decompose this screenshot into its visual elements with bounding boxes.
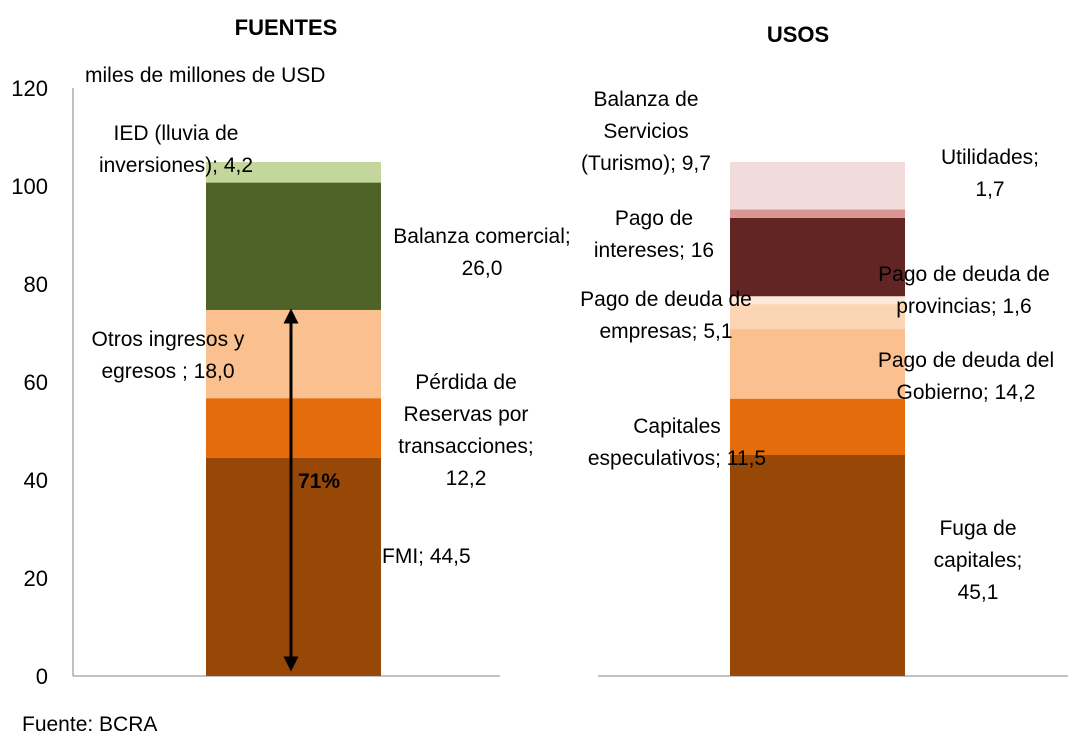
segment-labels: FMI; 44,5 Pérdida de Reservas por transacci… <box>92 88 1055 604</box>
segment-label-line: Pago de deuda de <box>878 263 1050 286</box>
segment-label-line: 26,0 <box>462 257 503 280</box>
bar-segment-p-rdida-de-reservas-por-transacciones <box>206 398 381 458</box>
segment-label-line: Pago de deuda del <box>878 349 1054 372</box>
segment-label-line: Pérdida de <box>415 371 517 394</box>
y-tick-label: 120 <box>11 76 48 101</box>
usos-title: USOS <box>767 22 829 47</box>
segment-label-line: inversiones); 4,2 <box>99 154 253 177</box>
segment-label-line: Gobierno; 14,2 <box>897 381 1036 404</box>
segment-label-line: Pago de <box>615 207 693 230</box>
segment-label-line: Utilidades; <box>941 146 1039 169</box>
bar-segment-balanza-comercial <box>206 182 381 310</box>
y-tick-label: 80 <box>24 272 48 297</box>
segment-label-line: empresas; 5,1 <box>599 320 732 343</box>
y-axis-unit-label: miles de millones de USD <box>85 64 325 87</box>
y-tick-label: 0 <box>36 664 48 689</box>
y-tick-label: 40 <box>24 468 48 493</box>
segment-label-line: Otros ingresos y <box>92 328 245 351</box>
bar-segment-ied-lluvia-de-inversiones <box>206 161 381 183</box>
segment-label-line: (Turismo); 9,7 <box>581 152 711 175</box>
segment-label-line: Balanza de <box>593 88 698 111</box>
bar-segment-otros-ingresos-y-egresos <box>206 309 381 399</box>
usos-stacked-bar <box>730 161 905 676</box>
bar-segment-pago-de-deuda-de-empresas <box>730 304 905 330</box>
segment-label-line: provincias; 1,6 <box>896 295 1031 318</box>
segment-label-line: Pago de deuda de <box>580 288 752 311</box>
segment-label-line: IED (lluvia de <box>114 122 239 145</box>
bar-segment-balanza-de-servicios-turismo <box>730 161 905 210</box>
y-tick-label: 20 <box>24 566 48 591</box>
segment-label-line: Fuga de <box>939 517 1016 540</box>
bar-segment-utilidades <box>730 209 905 218</box>
segment-label-line: egresos ; 18,0 <box>101 360 234 383</box>
segment-label-line: Capitales <box>633 415 721 438</box>
fuentes-title: FUENTES <box>235 15 338 40</box>
bar-segment-fuga-de-capitales <box>730 455 905 676</box>
bar-segment-capitales-especulativos <box>730 398 905 456</box>
y-tick-label: 100 <box>11 174 48 199</box>
segment-label-line: 12,2 <box>446 467 487 490</box>
bar-segment-fmi <box>206 457 381 676</box>
segment-label-line: Balanza comercial; <box>393 225 570 248</box>
source-note: Fuente: BCRA <box>22 713 157 736</box>
bar-segment-pago-de-intereses <box>730 217 905 297</box>
segment-label-line: transacciones; <box>398 435 533 458</box>
fuentes-stacked-bar <box>206 161 381 676</box>
segment-label-line: 45,1 <box>958 581 999 604</box>
segment-label-line: capitales; <box>934 549 1023 572</box>
segment-label-line: intereses; 16 <box>594 239 714 262</box>
y-tick-label: 60 <box>24 370 48 395</box>
bar-segment-pago-de-deuda-del-gobierno <box>730 329 905 399</box>
bar-segment-pago-de-deuda-de-provincias <box>730 296 905 305</box>
share-annotation: 71% <box>298 470 340 493</box>
segment-label-line: FMI; 44,5 <box>382 545 471 568</box>
segment-label-line: 1,7 <box>975 178 1004 201</box>
segment-label-line: especulativos; 11,5 <box>588 447 766 470</box>
segment-label-line: Reservas por <box>404 403 529 426</box>
y-tick-labels: 0 20 40 60 80 100 120 <box>11 76 48 689</box>
segment-label-line: Servicios <box>603 120 688 143</box>
